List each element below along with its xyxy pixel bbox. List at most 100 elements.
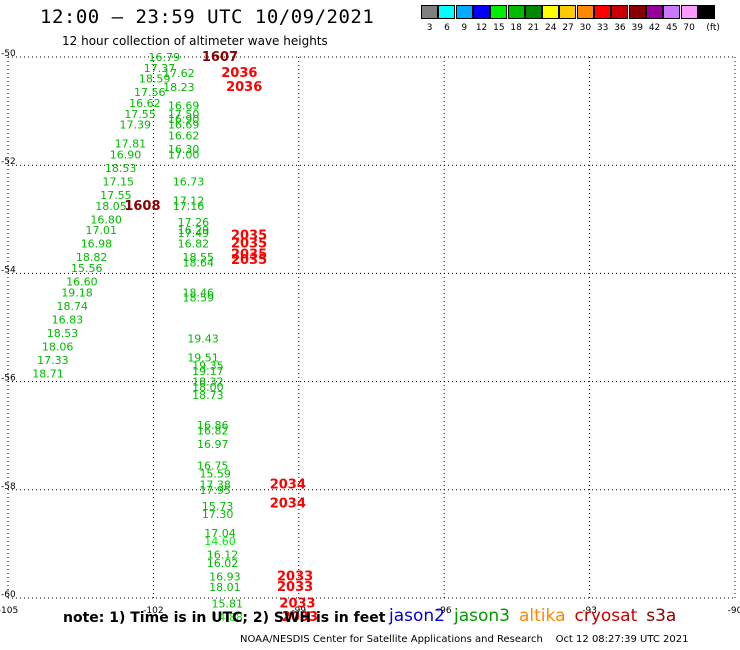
wave-height-label: 16.69	[168, 119, 200, 132]
wave-height-label: 15.81	[212, 597, 244, 610]
scale-swatch	[421, 5, 438, 19]
wave-height-label: 16.97	[197, 438, 229, 451]
satellite-jason2: jason2	[389, 606, 445, 626]
wave-height-label: 16.60	[66, 276, 98, 289]
scale-swatch	[472, 5, 490, 19]
units-note: note: 1) Time is in UTC; 2) SWH is in fe…	[63, 610, 386, 626]
chart-subtitle: 12 hour collection of altimeter wave hei…	[62, 34, 328, 48]
scale-swatch	[663, 5, 681, 19]
wave-height-label: 18.74	[56, 300, 88, 313]
scale-label: 33	[596, 23, 609, 33]
scale-label: 18	[510, 23, 522, 33]
wave-height-label: 18.00	[192, 381, 224, 394]
wave-height-label: 17.81	[115, 138, 147, 151]
wave-height-label: 17.95	[199, 484, 231, 497]
y-tick-label: -58	[1, 482, 16, 492]
satellite-jason3: jason3	[454, 606, 510, 626]
wave-height-label: 17.00	[168, 148, 200, 161]
scale-label: 12	[475, 23, 488, 33]
wave-height-label: 18.46	[182, 286, 214, 299]
x-tick-label: -90	[728, 606, 740, 616]
credit-line: NOAA/NESDIS Center for Satellite Applica…	[240, 634, 689, 645]
scale-swatch	[542, 5, 560, 19]
wave-height-label: 17.16	[173, 200, 205, 213]
wave-height-label: 14.60	[204, 535, 236, 548]
wave-height-label: 17.56	[134, 86, 166, 99]
wave-height-label: 18.55	[182, 251, 214, 264]
wave-height-label: 18.53	[47, 327, 78, 340]
wave-height-label: 18.05	[95, 200, 127, 213]
wave-height-label: 16.98	[81, 238, 113, 251]
wave-height-label: 16.80	[90, 213, 122, 226]
wave-height-label: 16.93	[209, 570, 241, 583]
wave-height-label: 16.75	[197, 459, 229, 472]
wave-height-label: 16.90	[110, 148, 142, 161]
y-tick-label: -56	[1, 374, 16, 384]
scale-swatch	[455, 5, 473, 19]
scale-swatch	[645, 5, 663, 19]
chart-title: 12:00 – 23:59 UTC 10/09/2021	[40, 6, 375, 28]
scale-label: 39	[631, 23, 643, 33]
wave-height-label: 15.56	[71, 262, 103, 275]
time-label: 2034	[270, 496, 306, 511]
wave-height-label: 16.82	[178, 238, 210, 251]
wave-height-label: 17.04	[204, 527, 236, 540]
time-label: 2036	[221, 66, 257, 81]
wave-height-label: 17.55	[124, 108, 156, 121]
wave-height-label: 18.01	[209, 581, 241, 594]
wave-height-label: 14.88	[212, 611, 244, 624]
wave-height-label: 18.23	[163, 81, 195, 94]
wave-height-label: 18.53	[105, 162, 137, 175]
scale-label: 42	[648, 23, 661, 33]
wave-height-label: 16.02	[207, 557, 239, 570]
wave-height-label: 16.69	[168, 100, 200, 113]
scale-label: 30	[579, 23, 592, 33]
wave-height-label: 16.30	[168, 143, 200, 156]
scale-unit: (ft)	[706, 23, 720, 33]
wave-height-label: 18.59	[182, 292, 214, 305]
scale-swatch	[524, 5, 542, 19]
scale-label: 9	[461, 23, 468, 33]
scale-label: 21	[527, 23, 540, 33]
time-label: 2033	[277, 580, 313, 595]
scale-swatch	[611, 5, 629, 19]
wave-height-label: 16.73	[173, 175, 205, 188]
wave-height-label: 19.43	[187, 332, 219, 345]
satellite-s3a: s3a	[646, 606, 677, 626]
time-label: 2036	[226, 80, 262, 95]
wave-height-label: 17.26	[178, 216, 210, 229]
wave-height-label: 19.17	[192, 365, 224, 378]
wave-height-label: 17.39	[119, 119, 150, 132]
time-label: 2033	[277, 569, 313, 584]
wave-height-label: 16.12	[207, 549, 239, 562]
scale-swatch	[594, 5, 611, 19]
y-tick-label: -50	[1, 49, 16, 59]
wave-height-label: 17.15	[103, 175, 135, 188]
wave-height-label: 15.73	[202, 500, 234, 513]
satellite-legend: jason2 jason3 altika cryosat s3a	[389, 606, 685, 626]
wave-height-label: 16.90	[168, 113, 200, 126]
scale-swatch	[576, 5, 594, 19]
time-label: 2035	[231, 247, 267, 262]
x-tick-label: -99	[291, 606, 306, 616]
scale-label: 15	[493, 23, 505, 33]
scale-label: 27	[562, 23, 574, 33]
scale-swatch	[628, 5, 646, 19]
scale-label: 6	[444, 23, 450, 33]
wave-height-label: 17.12	[173, 194, 205, 207]
wave-height-label: 16.82	[197, 424, 229, 437]
time-label: 2033	[279, 596, 315, 611]
time-label: 1608	[124, 199, 160, 214]
scale-label: 36	[614, 23, 626, 33]
x-tick-label: -105	[0, 606, 18, 616]
time-label: 2035	[231, 237, 267, 252]
wave-height-label: 18.64	[182, 257, 214, 270]
wave-height-label: 16.29	[178, 224, 210, 237]
wave-height-label: 17.01	[86, 224, 118, 237]
wave-height-label: 18.82	[76, 251, 108, 264]
wave-height-label: 16.62	[129, 97, 161, 110]
y-tick-label: -60	[1, 590, 16, 600]
wave-height-label: 16.86	[197, 419, 229, 432]
y-tick-label: -54	[1, 265, 16, 275]
wave-height-label: 18.73	[192, 389, 224, 402]
